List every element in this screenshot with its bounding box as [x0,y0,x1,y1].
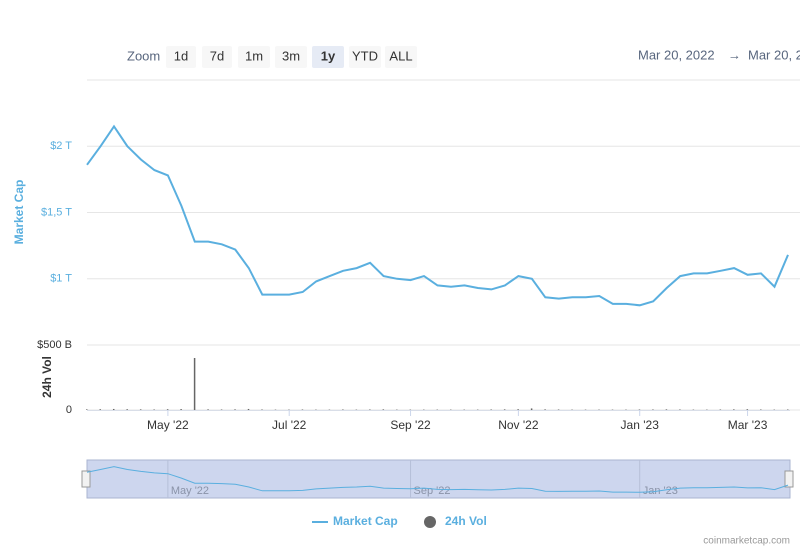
legend-label[interactable]: 24h Vol [445,514,487,528]
credit: coinmarketcap.com [703,536,790,547]
zoom-button-label[interactable]: 3m [282,48,300,63]
date-to[interactable]: Mar 20, 2023 [748,47,800,62]
date-arrow: → [728,47,741,62]
volume-bar [140,409,142,410]
y-tick-label: $2 T [50,140,72,152]
volume-bar [261,409,263,410]
x-tick-label: May '22 [147,418,189,432]
volume-bar [760,409,762,410]
volume-bar [180,409,182,410]
volume-bar [153,409,155,410]
navigator-label: Sep '22 [414,485,451,497]
zoom-button-label[interactable]: 7d [210,48,224,63]
x-tick-label: Mar '23 [728,418,768,432]
date-from[interactable]: Mar 20, 2022 [638,47,715,62]
zoom-button-label[interactable]: 1y [321,48,336,63]
y-axis-title: Market Cap [12,180,26,245]
volume-bar [369,409,371,410]
volume-bar [517,409,519,410]
volume-bar [747,409,749,410]
y2-tick-label: $500 B [37,339,72,351]
navigator-handle[interactable] [82,471,90,487]
zoom-button-label[interactable]: YTD [352,48,378,63]
zoom-label: Zoom [127,48,160,63]
zoom-button-label[interactable]: 1d [174,48,188,63]
volume-bar [234,409,236,410]
x-tick-label: Jul '22 [272,418,307,432]
volume-bar [652,409,654,410]
legend-icon[interactable] [424,516,436,528]
navigator-handle[interactable] [785,471,793,487]
volume-bar [490,409,492,410]
volume-bar [383,409,385,410]
volume-bar [113,409,115,410]
y2-tick-label: 0 [66,404,72,416]
volume-bar [720,409,722,410]
y-tick-label: $1,5 T [41,206,72,218]
volume-bar [207,409,209,410]
navigator-label: May '22 [171,485,209,497]
volume-bar [544,409,546,410]
volume-bar [679,409,681,410]
volume-bar [558,409,560,410]
volume-bar [504,409,506,410]
volume-bar [221,409,223,410]
volume-bar [167,409,169,410]
zoom-button-label[interactable]: ALL [389,48,412,63]
x-tick-label: Nov '22 [498,418,539,432]
volume-bar [342,409,344,410]
volume-bar [86,409,88,410]
volume-bar [248,409,250,410]
volume-bar [302,409,304,410]
x-tick-label: Jan '23 [621,418,660,432]
volume-bar [639,409,641,410]
volume-bar [194,358,196,410]
y2-axis-title: 24h Vol [40,356,54,398]
volume-bar [733,409,735,410]
volume-bar [666,409,668,410]
x-tick-label: Sep '22 [390,418,431,432]
volume-bar [787,409,789,410]
zoom-button-label[interactable]: 1m [245,48,263,63]
legend-label[interactable]: Market Cap [333,514,398,528]
volume-bar [99,409,101,410]
volume-bar [531,408,533,410]
volume-bar [126,409,128,410]
y-tick-label: $1 T [50,273,72,285]
